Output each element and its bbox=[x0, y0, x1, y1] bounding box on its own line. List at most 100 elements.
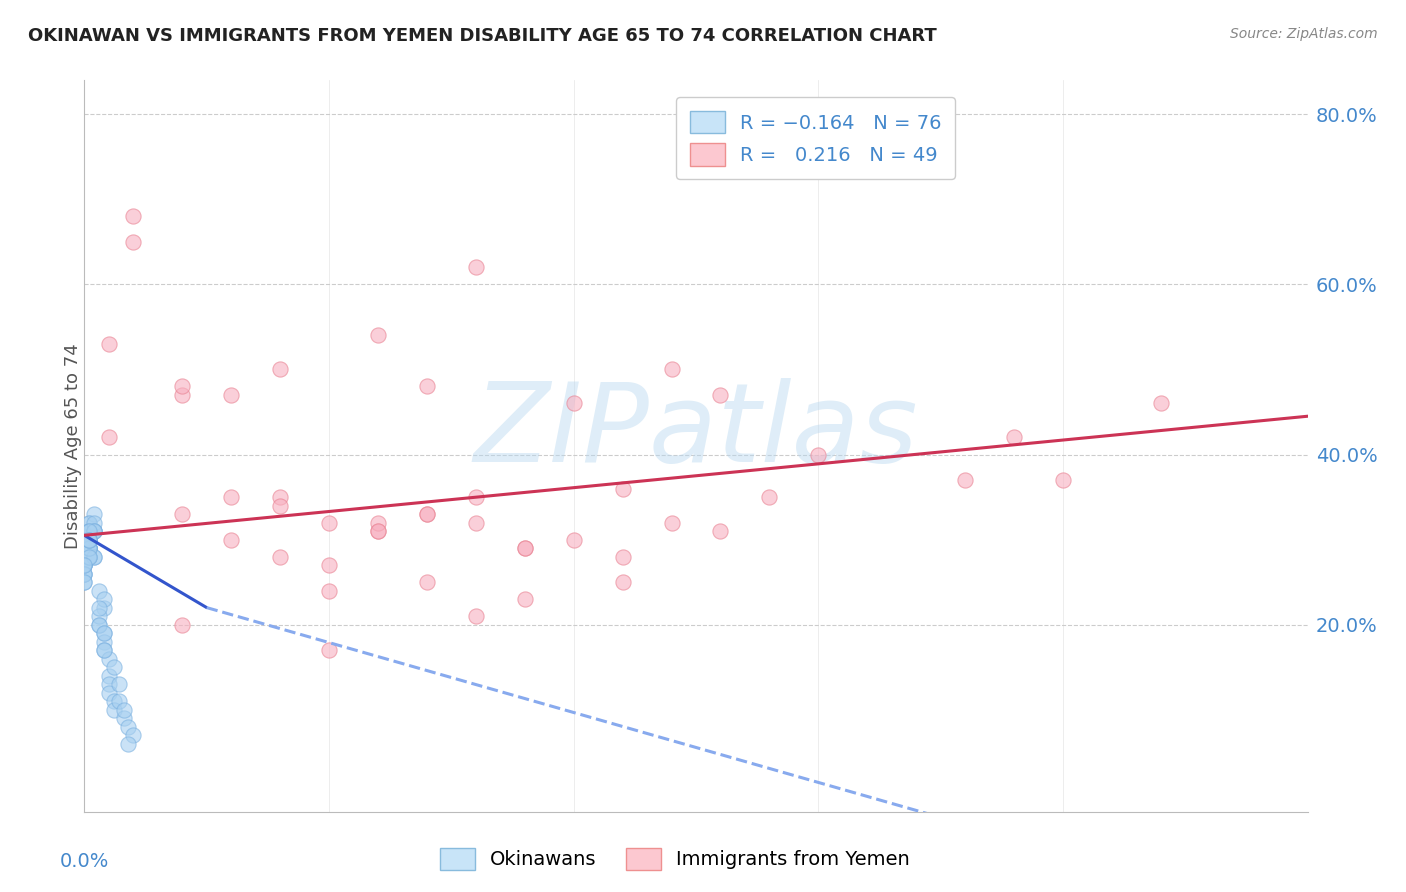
Point bbox=[77, 541, 100, 555]
Point bbox=[1052, 473, 1074, 487]
Point bbox=[73, 566, 96, 581]
Point bbox=[73, 533, 96, 547]
Point bbox=[562, 533, 585, 547]
Point bbox=[77, 533, 100, 547]
Point bbox=[77, 549, 100, 564]
Point bbox=[77, 541, 100, 555]
Point bbox=[367, 524, 389, 538]
Point bbox=[83, 524, 105, 538]
Point bbox=[318, 643, 340, 657]
Point bbox=[83, 524, 105, 538]
Point bbox=[87, 600, 110, 615]
Point bbox=[93, 600, 115, 615]
Point bbox=[318, 516, 340, 530]
Point bbox=[172, 388, 194, 402]
Point bbox=[73, 549, 96, 564]
Point bbox=[77, 549, 100, 564]
Point bbox=[103, 660, 125, 674]
Point bbox=[77, 549, 100, 564]
Point bbox=[758, 490, 780, 504]
Point bbox=[83, 507, 105, 521]
Point bbox=[87, 617, 110, 632]
Point bbox=[77, 541, 100, 555]
Point bbox=[269, 549, 291, 564]
Point bbox=[172, 379, 194, 393]
Point bbox=[807, 448, 830, 462]
Point bbox=[77, 541, 100, 555]
Point bbox=[318, 583, 340, 598]
Point bbox=[73, 533, 96, 547]
Point bbox=[83, 516, 105, 530]
Point bbox=[73, 575, 96, 590]
Point bbox=[77, 533, 100, 547]
Point bbox=[367, 516, 389, 530]
Point bbox=[97, 651, 120, 665]
Point bbox=[122, 235, 145, 249]
Point bbox=[562, 396, 585, 410]
Point bbox=[93, 634, 115, 648]
Point bbox=[219, 533, 242, 547]
Point bbox=[172, 617, 194, 632]
Point bbox=[73, 566, 96, 581]
Point bbox=[83, 549, 105, 564]
Point bbox=[219, 388, 242, 402]
Point bbox=[77, 516, 100, 530]
Point bbox=[77, 541, 100, 555]
Point bbox=[513, 541, 536, 555]
Point bbox=[73, 558, 96, 572]
Point bbox=[612, 575, 634, 590]
Point bbox=[112, 703, 135, 717]
Point bbox=[77, 533, 100, 547]
Point bbox=[318, 558, 340, 572]
Point bbox=[612, 482, 634, 496]
Point bbox=[117, 720, 139, 734]
Point bbox=[77, 533, 100, 547]
Point bbox=[73, 541, 96, 555]
Point bbox=[953, 473, 976, 487]
Point bbox=[513, 592, 536, 607]
Legend: Okinawans, Immigrants from Yemen: Okinawans, Immigrants from Yemen bbox=[432, 839, 918, 878]
Point bbox=[87, 617, 110, 632]
Point bbox=[107, 694, 129, 708]
Point bbox=[77, 524, 100, 538]
Point bbox=[513, 541, 536, 555]
Point bbox=[77, 516, 100, 530]
Point bbox=[93, 643, 115, 657]
Point bbox=[612, 549, 634, 564]
Point bbox=[93, 643, 115, 657]
Point bbox=[97, 677, 120, 691]
Point bbox=[464, 516, 486, 530]
Legend: R = −0.164   N = 76, R =   0.216   N = 49: R = −0.164 N = 76, R = 0.216 N = 49 bbox=[676, 97, 955, 179]
Y-axis label: Disability Age 65 to 74: Disability Age 65 to 74 bbox=[65, 343, 82, 549]
Text: OKINAWAN VS IMMIGRANTS FROM YEMEN DISABILITY AGE 65 TO 74 CORRELATION CHART: OKINAWAN VS IMMIGRANTS FROM YEMEN DISABI… bbox=[28, 27, 936, 45]
Point bbox=[122, 728, 145, 742]
Point bbox=[416, 507, 439, 521]
Point bbox=[77, 533, 100, 547]
Point bbox=[219, 490, 242, 504]
Point bbox=[73, 558, 96, 572]
Point bbox=[87, 583, 110, 598]
Point bbox=[112, 711, 135, 725]
Point bbox=[93, 592, 115, 607]
Point bbox=[269, 362, 291, 376]
Point bbox=[73, 575, 96, 590]
Point bbox=[73, 558, 96, 572]
Point bbox=[77, 524, 100, 538]
Point bbox=[269, 499, 291, 513]
Point bbox=[77, 541, 100, 555]
Point bbox=[1150, 396, 1173, 410]
Point bbox=[73, 566, 96, 581]
Point bbox=[661, 362, 683, 376]
Point bbox=[77, 533, 100, 547]
Point bbox=[1002, 430, 1025, 444]
Point bbox=[416, 507, 439, 521]
Point bbox=[97, 430, 120, 444]
Point bbox=[103, 703, 125, 717]
Point bbox=[107, 677, 129, 691]
Point bbox=[77, 533, 100, 547]
Point bbox=[77, 549, 100, 564]
Point bbox=[77, 533, 100, 547]
Point bbox=[416, 575, 439, 590]
Point bbox=[172, 507, 194, 521]
Point bbox=[83, 524, 105, 538]
